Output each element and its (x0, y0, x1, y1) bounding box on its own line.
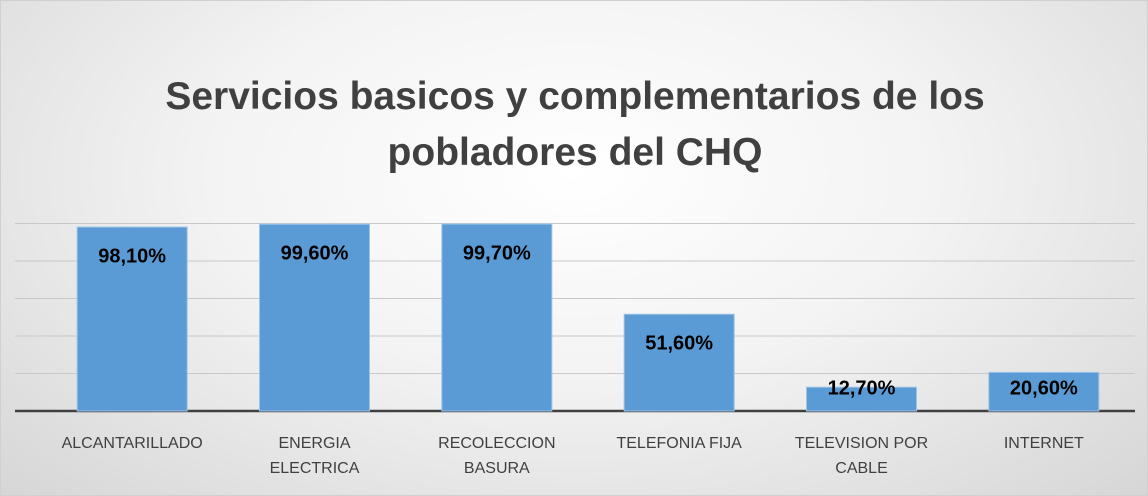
bar (806, 386, 917, 412)
data-label: 51,60% (645, 333, 713, 355)
data-label: 12,70% (828, 377, 896, 399)
chart-title: Servicios basicos y complementarios de l… (165, 75, 985, 174)
x-tick-label: INTERNET (1003, 435, 1084, 452)
bar (623, 313, 735, 412)
data-label: 20,60% (1010, 377, 1078, 399)
x-tick-label: TELEFONIA FIJA (616, 435, 742, 452)
data-label: 99,60% (281, 243, 349, 265)
x-tick-label: RECOLECCION BASURA (438, 435, 556, 477)
x-tick-label: TELEVISION POR CABLE (794, 435, 929, 477)
bar (76, 226, 188, 412)
data-label: 98,10% (98, 245, 166, 267)
data-label: 99,70% (463, 242, 531, 264)
bar (259, 223, 370, 412)
x-tick-label: ENERGIA ELECTRICA (269, 435, 360, 477)
x-tick-label: ALCANTARILLADO (61, 435, 203, 452)
bar (988, 371, 1100, 412)
bar (441, 223, 553, 412)
